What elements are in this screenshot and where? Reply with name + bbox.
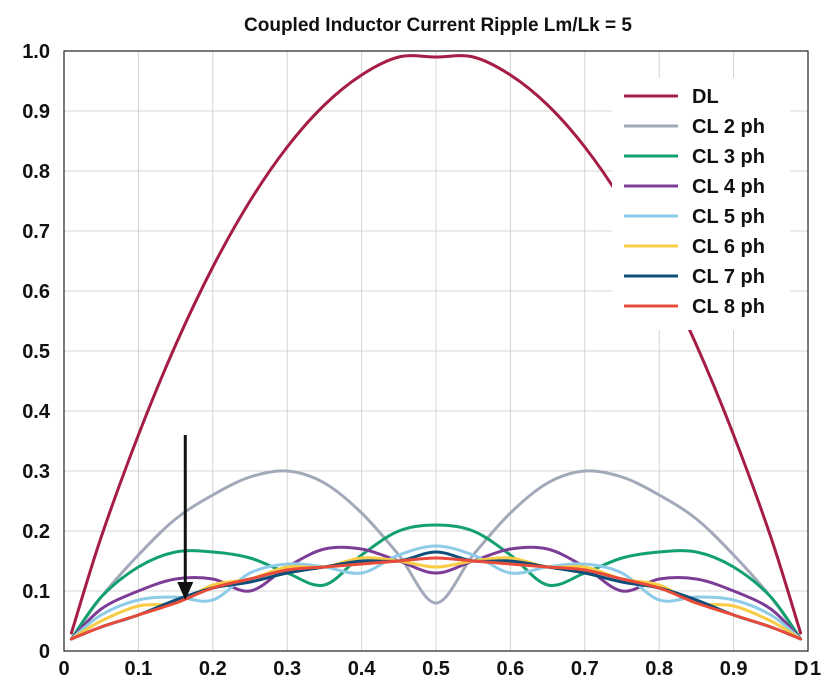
legend-label-dl: DL [692, 86, 719, 108]
x-tick-label: 0.8 [645, 658, 673, 680]
x-tick-label: 0.9 [720, 658, 748, 680]
legend-label-cl-5-ph: CL 5 ph [692, 206, 765, 228]
legend-label-cl-4-ph: CL 4 ph [692, 176, 765, 198]
series-line-dl [69, 54, 803, 635]
y-tick-label: 0.3 [22, 461, 50, 483]
x-tick-label: 0.2 [199, 658, 227, 680]
x-tick-label: 0.4 [348, 658, 377, 680]
annotation-arrow [177, 435, 194, 600]
y-axis-ticks: 0 0.1 0.2 0.3 0.4 0.5 0.6 0.7 0.8 0.9 1.0 [22, 41, 51, 663]
x-tick-label: 0.3 [273, 658, 301, 680]
legend: DL CL 2 ph CL 3 ph CL 4 ph CL 5 ph CL 6 ph CL … [612, 78, 790, 330]
legend-label-cl-2-ph: CL 2 ph [692, 116, 765, 138]
x-tick-label: 0.5 [422, 658, 450, 680]
y-tick-label: 1.0 [22, 41, 50, 63]
y-tick-label: 0 [39, 641, 50, 663]
x-tick-label: 0.7 [571, 658, 599, 680]
y-tick-label: 0.5 [22, 341, 50, 363]
chart-title: Coupled Inductor Current Ripple Lm/Lk = … [244, 15, 632, 36]
annotation-arrow-head [177, 582, 194, 600]
x-tick-label: 0.1 [124, 658, 152, 680]
plot-frame [63, 50, 809, 652]
y-tick-label: 0.8 [22, 161, 50, 183]
y-tick-label: 0.4 [22, 401, 51, 423]
legend-label-cl-7-ph: CL 7 ph [692, 266, 765, 288]
x-tick-label: 0 [58, 658, 69, 680]
y-tick-label: 0.1 [22, 581, 50, 603]
series-line-cl-2-ph [69, 469, 803, 641]
legend-label-cl-3-ph: CL 3 ph [692, 146, 765, 168]
x-tick-label: 1 [810, 658, 821, 680]
x-axis-ticks: 0 0.1 0.2 0.3 0.4 0.5 0.6 0.7 0.8 0.9 1 [58, 658, 821, 680]
legend-label-cl-6-ph: CL 6 ph [692, 236, 765, 258]
series-line-cl-8-ph [69, 556, 803, 641]
x-tick-label: 0.6 [496, 658, 524, 680]
y-tick-label: 0.9 [22, 101, 50, 123]
x-axis-label: D [794, 658, 808, 680]
y-tick-label: 0.6 [22, 281, 50, 303]
y-tick-label: 0.2 [22, 521, 50, 543]
legend-box [612, 78, 790, 330]
y-tick-label: 0.7 [22, 221, 50, 243]
legend-label-cl-8-ph: CL 8 ph [692, 296, 765, 318]
